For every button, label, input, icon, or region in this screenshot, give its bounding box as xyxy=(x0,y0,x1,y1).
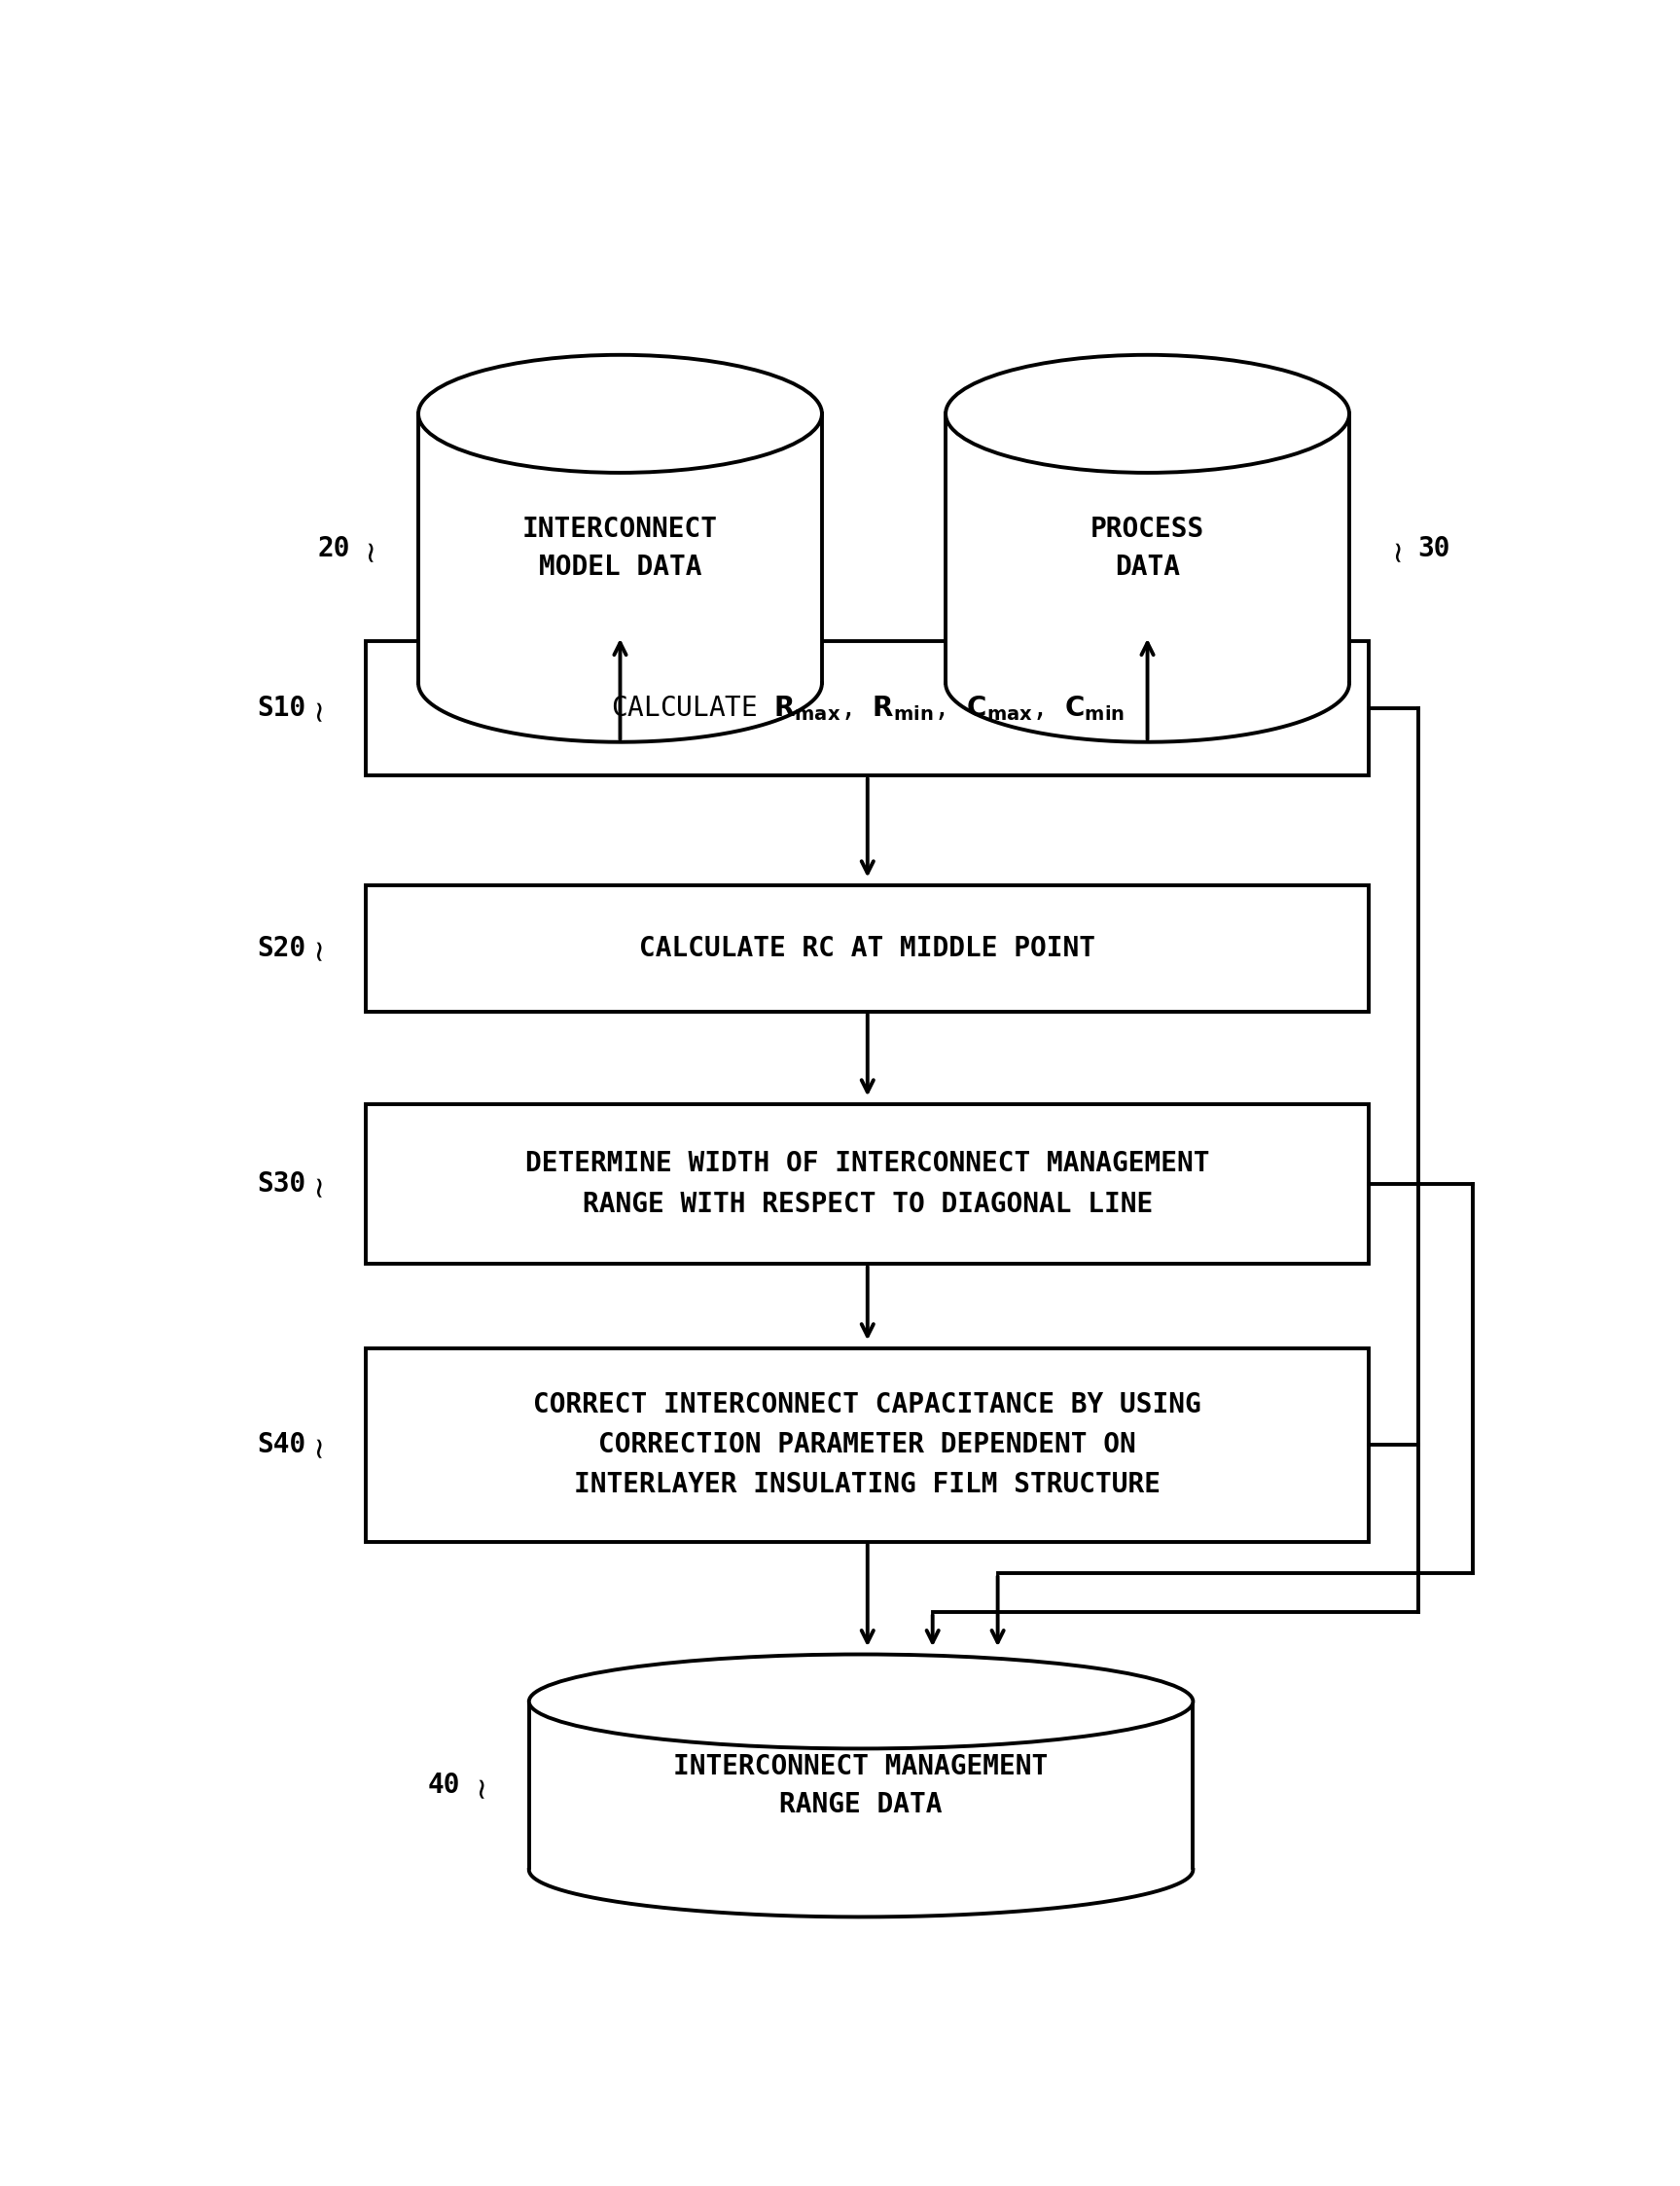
Ellipse shape xyxy=(529,1655,1193,1749)
Text: CORRECT INTERCONNECT CAPACITANCE BY USING
CORRECTION PARAMETER DEPENDENT ON
INTE: CORRECT INTERCONNECT CAPACITANCE BY USIN… xyxy=(534,1390,1201,1497)
Text: DETERMINE WIDTH OF INTERCONNECT MANAGEMENT
RANGE WITH RESPECT TO DIAGONAL LINE: DETERMINE WIDTH OF INTERCONNECT MANAGEME… xyxy=(526,1150,1210,1218)
Text: ∼: ∼ xyxy=(304,1172,333,1196)
Bar xyxy=(366,885,1369,1012)
Text: ∼: ∼ xyxy=(1383,536,1411,562)
Ellipse shape xyxy=(946,354,1349,472)
Text: S40: S40 xyxy=(257,1432,306,1458)
Text: INTERCONNECT
MODEL DATA: INTERCONNECT MODEL DATA xyxy=(522,516,717,581)
Polygon shape xyxy=(946,413,1349,682)
Text: S20: S20 xyxy=(257,936,306,962)
Text: INTERCONNECT MANAGEMENT
RANGE DATA: INTERCONNECT MANAGEMENT RANGE DATA xyxy=(674,1753,1048,1819)
Text: ∼: ∼ xyxy=(356,536,385,562)
Polygon shape xyxy=(418,413,822,682)
Ellipse shape xyxy=(418,354,822,472)
Text: S10: S10 xyxy=(257,695,306,721)
Text: ∼: ∼ xyxy=(467,1773,496,1799)
Text: PROCESS
DATA: PROCESS DATA xyxy=(1090,516,1205,581)
Polygon shape xyxy=(529,1701,1193,1869)
Bar xyxy=(366,1104,1369,1264)
Text: ∼: ∼ xyxy=(304,1432,333,1458)
Text: 30: 30 xyxy=(1418,536,1450,562)
Bar xyxy=(366,1349,1369,1541)
Text: S30: S30 xyxy=(257,1170,306,1198)
Text: CALCULATE RC AT MIDDLE POINT: CALCULATE RC AT MIDDLE POINT xyxy=(640,936,1095,962)
Bar xyxy=(366,640,1369,776)
Text: ∼: ∼ xyxy=(304,936,333,960)
Text: ∼: ∼ xyxy=(304,695,333,721)
Text: 40: 40 xyxy=(428,1773,460,1799)
Text: CALCULATE $\mathbf{R}_{\mathbf{max}}$, $\mathbf{R}_{\mathbf{min}}$, $\mathbf{C}_: CALCULATE $\mathbf{R}_{\mathbf{max}}$, $… xyxy=(610,693,1124,724)
Text: 20: 20 xyxy=(318,536,349,562)
